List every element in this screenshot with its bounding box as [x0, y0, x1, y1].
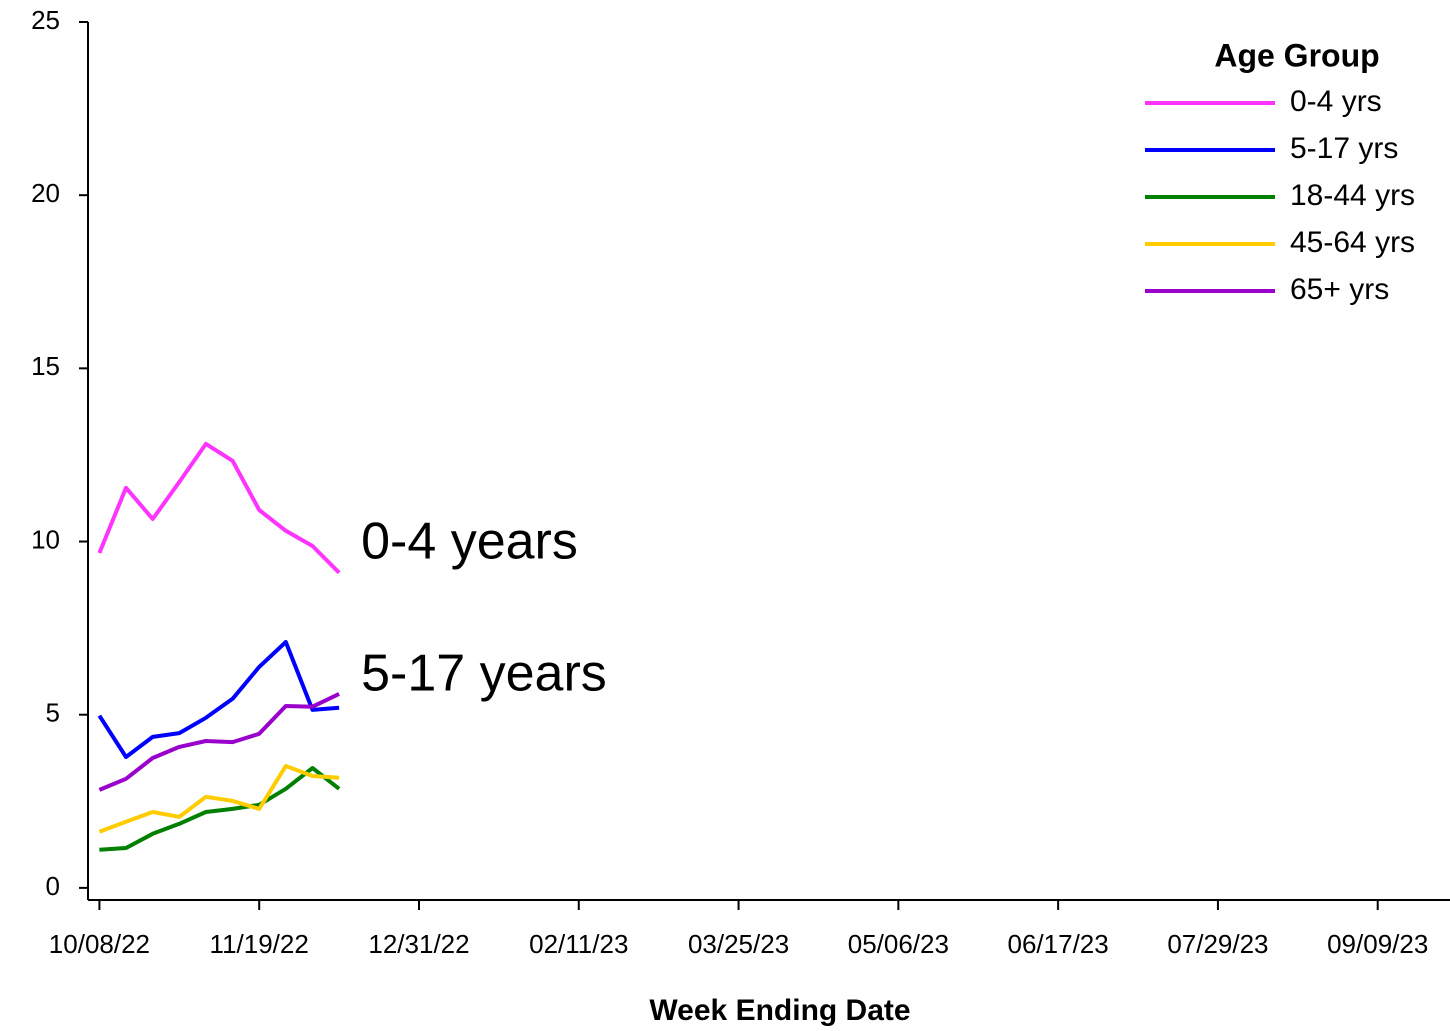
x-tick-label: 09/09/23 — [1327, 929, 1428, 959]
legend-label: 65+ yrs — [1290, 273, 1389, 306]
series-line — [97, 441, 341, 575]
x-axis-title: Week Ending Date — [649, 994, 910, 1027]
y-tick-label: 20 — [31, 178, 60, 208]
legend-label: 18-44 yrs — [1290, 179, 1415, 212]
legend-label: 45-64 yrs — [1290, 226, 1415, 259]
x-tick-label: 07/29/23 — [1167, 929, 1268, 959]
legend-label: 5-17 yrs — [1290, 132, 1398, 165]
series-line — [98, 764, 340, 834]
x-tick-label: 10/08/22 — [49, 929, 150, 959]
annotation: 5-17 years — [361, 645, 607, 703]
annotation: 0-4 years — [361, 512, 578, 570]
y-tick-label: 25 — [31, 5, 60, 35]
y-tick-label: 10 — [31, 524, 60, 554]
y-tick-label: 15 — [31, 351, 60, 381]
x-tick-label: 06/17/23 — [1008, 929, 1109, 959]
x-tick-label: 03/25/23 — [688, 929, 789, 959]
y-tick-label: 0 — [46, 871, 60, 901]
y-tick-label: 5 — [46, 698, 60, 728]
series-line — [99, 766, 341, 852]
series-line — [97, 640, 340, 759]
x-tick-label: 12/31/22 — [368, 929, 469, 959]
legend-label: 0-4 yrs — [1290, 85, 1382, 118]
x-tick-label: 02/11/23 — [529, 929, 628, 959]
x-tick-label: 11/19/22 — [210, 929, 309, 959]
series-line — [98, 692, 340, 792]
legend-title: Age Group — [1214, 37, 1379, 73]
x-tick-label: 05/06/23 — [848, 929, 949, 959]
